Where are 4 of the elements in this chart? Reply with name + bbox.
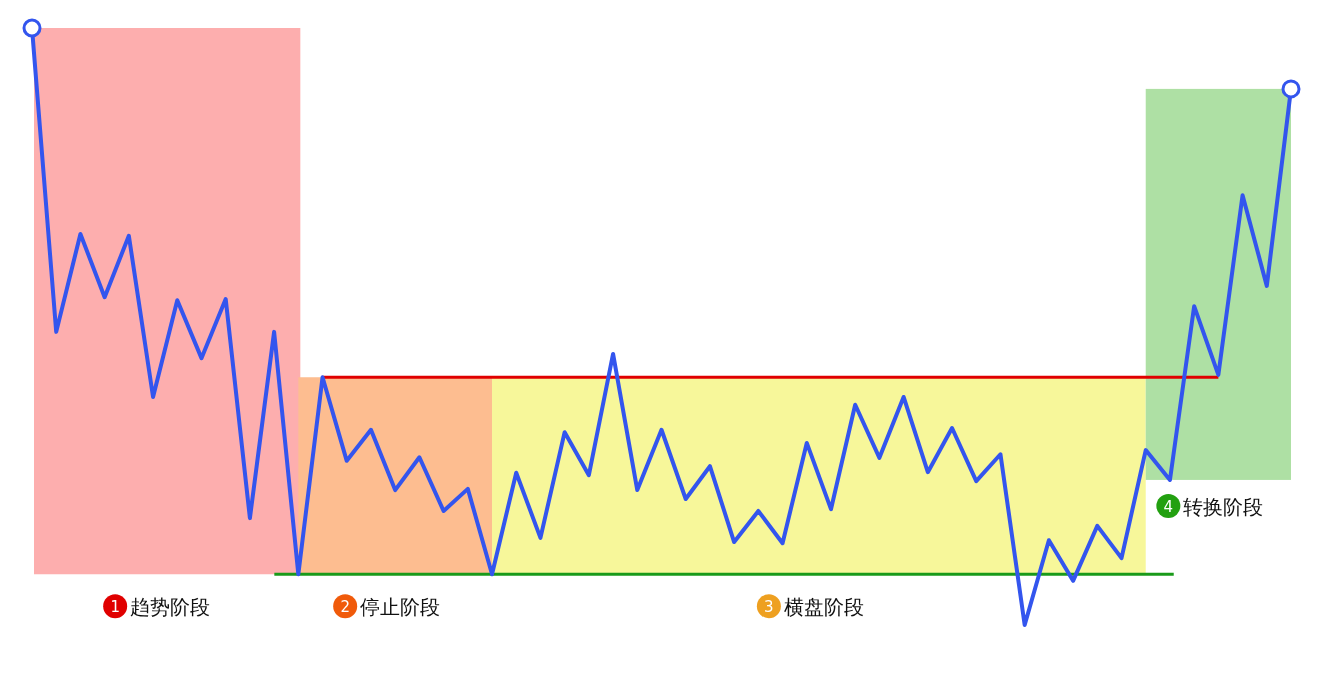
annotation: 2 停止阶段 [340,595,441,620]
annotation: 3 横盘阶段 [764,595,864,620]
annotation: 1 趋势阶段 [110,595,211,620]
annotation: 4 转换阶段 [1163,494,1264,519]
